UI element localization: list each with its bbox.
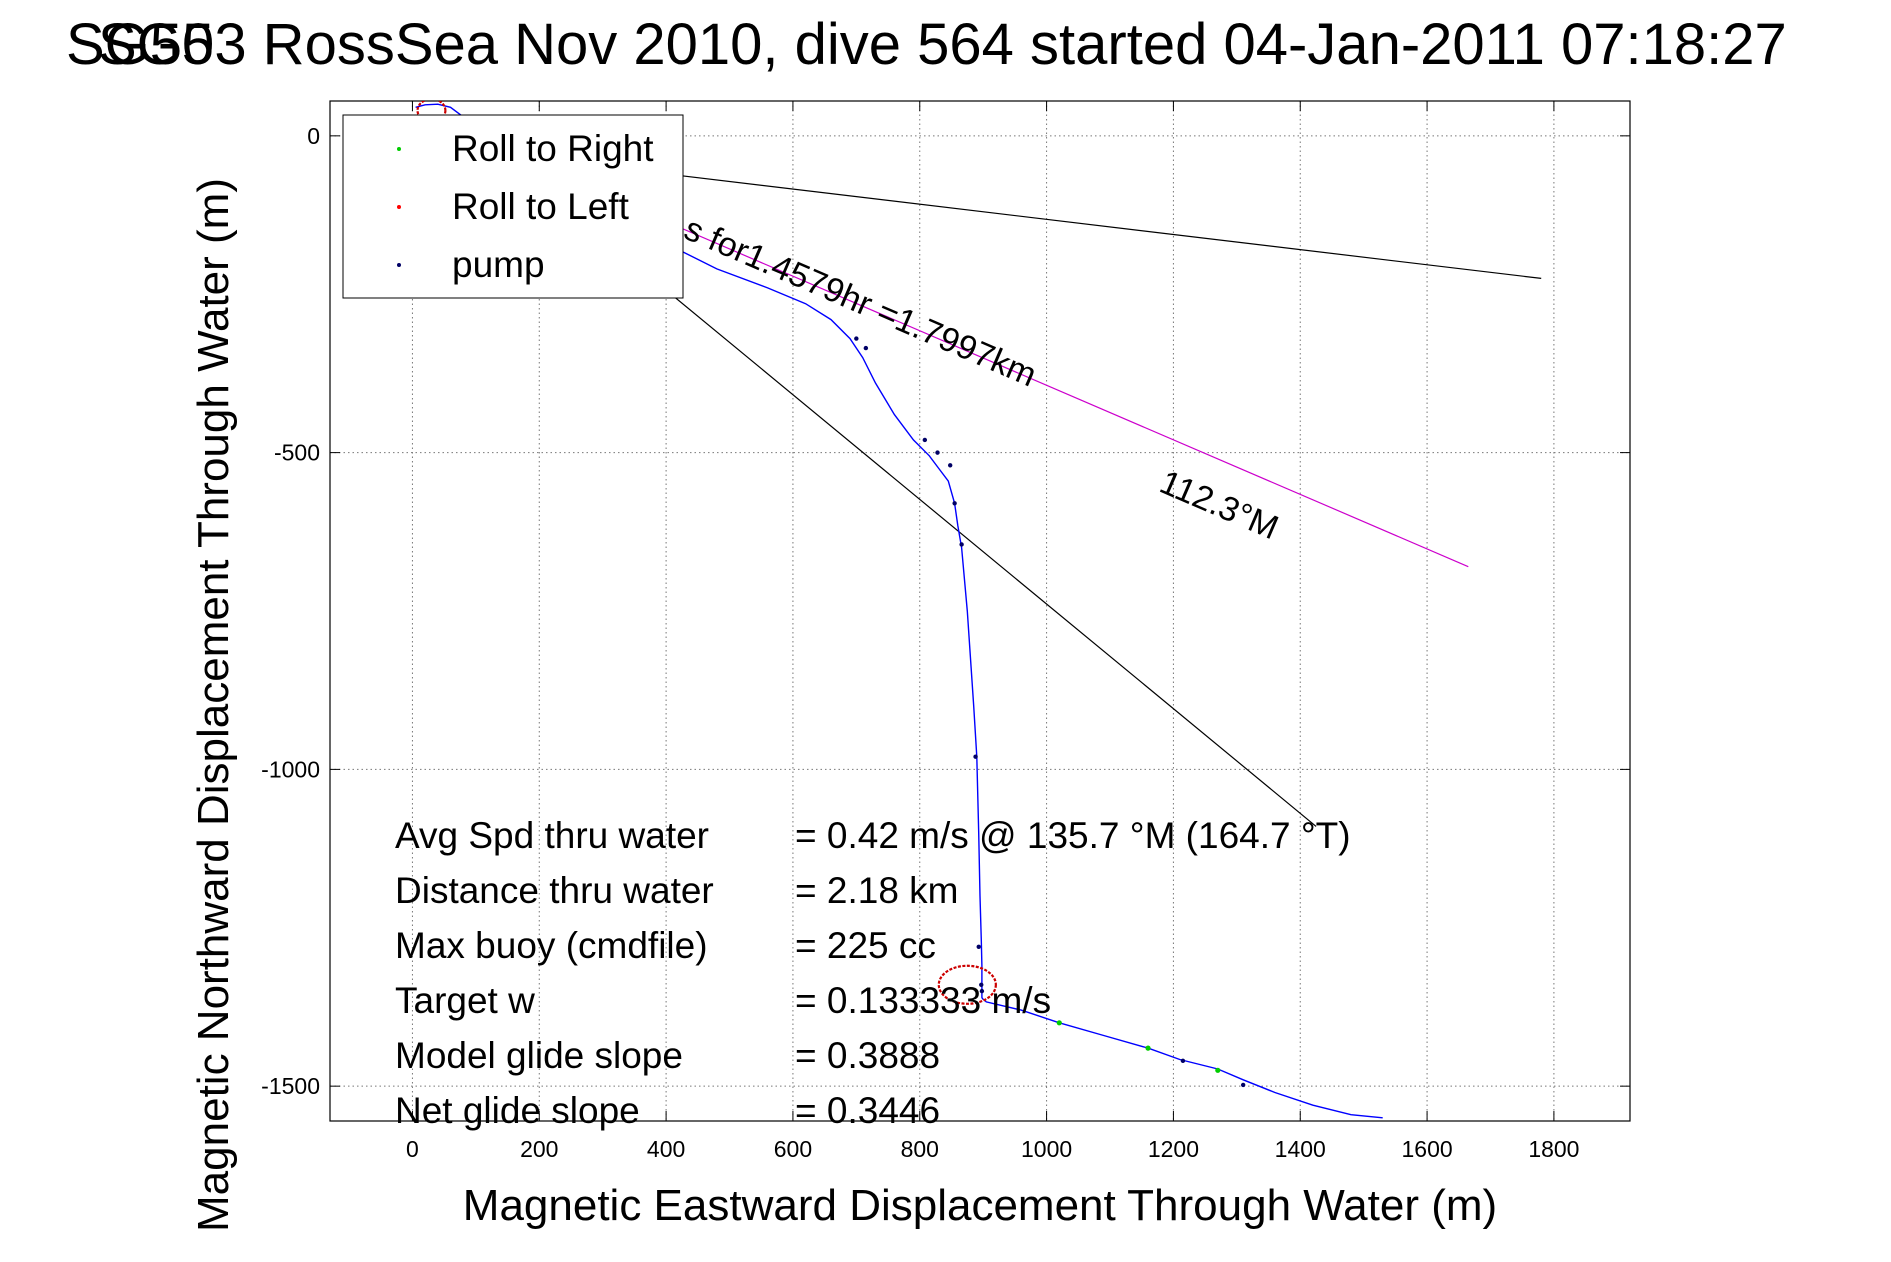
x-tick-label: 200 — [520, 1136, 558, 1162]
y-tick-label: -1000 — [261, 756, 320, 782]
heading-line — [532, 163, 1469, 568]
stats-block: Avg Spd thru water = 0.42 m/s @ 135.7 °M … — [395, 815, 1351, 1131]
y-tick-label: -1500 — [261, 1073, 320, 1099]
pump-point — [976, 944, 981, 949]
legend-marker — [397, 147, 401, 151]
chart-title: SG503 RossSea Nov 2010, dive 564 started… — [66, 12, 1787, 77]
legend: Roll to Right Roll to Left pump — [342, 114, 684, 299]
stats-label: Net glide slope — [395, 1090, 640, 1131]
pump-point — [979, 982, 984, 987]
stats-label: Max buoy (cmdfile) — [395, 925, 708, 966]
stats-value: = 0.3888 — [795, 1035, 940, 1076]
pump-point — [973, 754, 978, 759]
y-tick-label: -500 — [274, 440, 320, 466]
pump-point — [935, 450, 940, 455]
pump-point — [1180, 1058, 1186, 1064]
x-tick-labels: 0 200 400 600 800 1000 1200 1400 1600 1800 — [406, 1136, 1579, 1162]
legend-label: pump — [452, 244, 545, 285]
legend-label: Roll to Right — [452, 128, 654, 169]
stats-label: Target w — [395, 980, 535, 1021]
y-axis-label: Magnetic Northward Displacement Through … — [189, 178, 238, 1232]
roll-right-point — [1056, 1020, 1062, 1026]
legend-marker — [397, 263, 401, 267]
y-tick-label: 0 — [307, 123, 320, 149]
x-axis-label: Magnetic Eastward Displacement Through W… — [463, 1181, 1497, 1230]
pump-point — [863, 345, 869, 351]
stats-value: = 0.3446 — [795, 1090, 940, 1131]
tick-marks — [330, 101, 1630, 1121]
roll-right-point — [1145, 1045, 1151, 1051]
stats-label: Model glide slope — [395, 1035, 683, 1076]
roll-right-point — [1215, 1067, 1221, 1073]
pump-point — [922, 437, 928, 443]
pump-point — [1240, 1082, 1246, 1088]
legend-label: Roll to Left — [452, 186, 630, 227]
x-tick-label: 1800 — [1528, 1136, 1579, 1162]
x-tick-label: 1200 — [1148, 1136, 1199, 1162]
stats-label: Avg Spd thru water — [395, 815, 709, 856]
pump-point — [959, 542, 964, 547]
stats-label: Distance thru water — [395, 870, 714, 911]
pump-point — [854, 336, 859, 341]
y-tick-labels: 0 -500 -1000 -1500 — [261, 123, 320, 1099]
pump-point — [979, 988, 985, 994]
pump-point — [947, 463, 953, 468]
upper-black-line — [532, 157, 1542, 279]
stats-value: = 0.42 m/s @ 135.7 °M (164.7 °T) — [795, 815, 1351, 856]
x-tick-label: 1400 — [1275, 1136, 1326, 1162]
pump-point — [952, 501, 957, 506]
roll-left-loop — [937, 964, 997, 1005]
stats-value: = 2.18 km — [795, 870, 959, 911]
x-tick-label: 1000 — [1021, 1136, 1072, 1162]
x-tick-label: 800 — [901, 1136, 939, 1162]
chart-title-overlap: SG5 — [98, 12, 214, 77]
plot-area-frame — [329, 100, 1631, 1122]
legend-marker — [397, 205, 401, 209]
stats-value: = 225 cc — [795, 925, 936, 966]
stats-value: = 0.133333 m/s — [795, 980, 1051, 1021]
x-tick-label: 0 — [406, 1136, 419, 1162]
x-tick-label: 600 — [774, 1136, 812, 1162]
x-tick-label: 1600 — [1401, 1136, 1452, 1162]
x-tick-label: 400 — [647, 1136, 685, 1162]
